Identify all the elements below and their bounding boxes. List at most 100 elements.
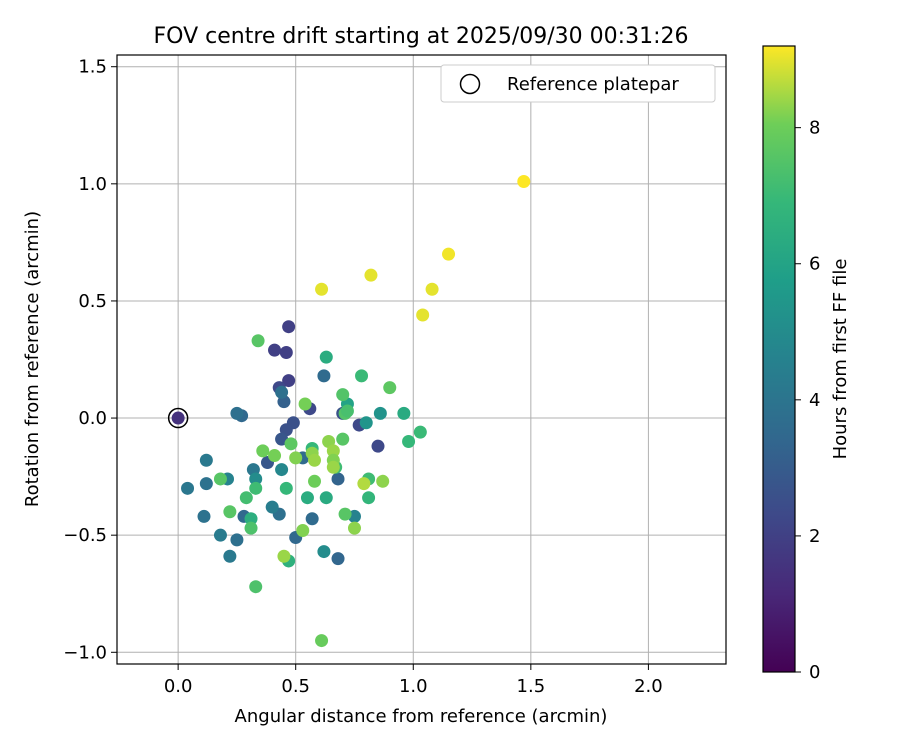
- data-point: [383, 381, 397, 395]
- data-point: [300, 491, 314, 505]
- data-point: [256, 444, 270, 458]
- data-point: [425, 282, 439, 296]
- plot-frame: [116, 54, 727, 665]
- data-point: [331, 552, 345, 566]
- x-tick-label: 1.0: [399, 676, 428, 697]
- data-point: [364, 268, 378, 282]
- data-point: [230, 533, 244, 547]
- data-point: [355, 369, 369, 383]
- y-tick-label: −0.5: [63, 525, 107, 546]
- data-point: [336, 388, 350, 402]
- data-point: [265, 500, 279, 514]
- data-point: [279, 481, 293, 495]
- x-axis-label: Angular distance from reference (arcmin): [235, 706, 608, 727]
- data-point: [244, 512, 258, 526]
- data-point: [275, 385, 289, 399]
- data-point: [347, 521, 361, 535]
- legend-box: [440, 64, 716, 103]
- data-point: [289, 451, 303, 465]
- colorbar-gradient: [762, 45, 796, 673]
- data-point: [197, 509, 211, 523]
- data-point: [298, 397, 312, 411]
- colorbar-ticks: 0 2 4 6 8: [795, 118, 820, 683]
- colorbar-tick-label: 6: [809, 254, 820, 275]
- data-point: [336, 432, 350, 446]
- data-point: [213, 528, 227, 542]
- y-axis-ticks: −1.0 −0.5 0.0 0.5 1.0 1.5: [63, 57, 117, 663]
- data-point: [223, 505, 237, 519]
- data-point: [416, 308, 430, 322]
- y-axis-label: Rotation from reference (arcmin): [22, 211, 43, 507]
- data-point: [308, 453, 322, 467]
- reference-platepar-marker: [167, 407, 189, 429]
- data-point: [213, 472, 227, 486]
- y-tick-label: 1.5: [78, 57, 107, 78]
- data-point: [282, 374, 296, 388]
- data-point: [315, 282, 329, 296]
- chart-title: FOV centre drift starting at 2025/09/30 …: [154, 24, 689, 49]
- data-point: [371, 439, 385, 453]
- data-point: [315, 634, 329, 648]
- data-point: [326, 444, 340, 458]
- data-point: [199, 453, 213, 467]
- y-tick-label: 0.5: [78, 291, 107, 312]
- data-point: [317, 369, 331, 383]
- data-point: [268, 343, 282, 357]
- data-point: [230, 406, 244, 420]
- data-point: [199, 477, 213, 491]
- data-point: [402, 434, 416, 448]
- colorbar-tick-label: 8: [809, 118, 820, 139]
- data-point: [282, 320, 296, 334]
- data-point: [317, 545, 331, 559]
- grid-lines: [117, 55, 726, 664]
- data-point: [244, 521, 258, 535]
- data-point: [277, 549, 291, 563]
- x-tick-label: 0.0: [164, 676, 193, 697]
- data-point: [223, 549, 237, 563]
- colorbar-tick-label: 4: [809, 390, 820, 411]
- data-point: [275, 463, 289, 477]
- data-point: [331, 472, 345, 486]
- data-point: [326, 460, 340, 474]
- data-point: [373, 406, 387, 420]
- colorbar-tick-label: 2: [809, 526, 820, 547]
- data-point: [279, 345, 293, 359]
- data-point: [249, 481, 263, 495]
- data-points: [167, 174, 531, 648]
- data-point: [319, 350, 333, 364]
- data-point: [413, 425, 427, 439]
- y-tick-label: −1.0: [63, 642, 107, 663]
- data-point: [308, 474, 322, 488]
- data-point: [268, 449, 282, 463]
- data-point: [284, 437, 298, 451]
- data-point: [362, 491, 376, 505]
- data-point: [376, 474, 390, 488]
- x-tick-label: 0.5: [281, 676, 310, 697]
- data-point: [517, 174, 531, 188]
- data-point: [340, 404, 354, 418]
- colorbar-label: Hours from first FF file: [830, 259, 851, 460]
- legend-marker-open-circle-icon: [459, 73, 481, 95]
- data-point: [319, 491, 333, 505]
- colorbar-tick-label: 0: [809, 662, 820, 683]
- data-point: [296, 523, 310, 537]
- data-point: [338, 507, 352, 521]
- x-axis-ticks: 0.0 0.5 1.0 1.5 2.0: [164, 664, 663, 697]
- x-tick-label: 1.5: [517, 676, 546, 697]
- data-point: [239, 491, 253, 505]
- colorbar: 0 2 4 6 8 Hours from first FF file: [762, 45, 851, 683]
- y-tick-label: 0.0: [78, 408, 107, 429]
- x-tick-label: 2.0: [634, 676, 663, 697]
- data-point: [251, 334, 265, 348]
- data-point: [249, 580, 263, 594]
- data-point: [249, 472, 263, 486]
- data-point: [181, 481, 195, 495]
- data-point: [397, 406, 411, 420]
- data-point: [359, 416, 373, 430]
- data-point: [357, 477, 371, 491]
- data-point: [171, 411, 185, 425]
- y-tick-label: 1.0: [78, 174, 107, 195]
- legend-label: Reference platepar: [507, 74, 679, 95]
- legend: Reference platepar: [440, 64, 716, 103]
